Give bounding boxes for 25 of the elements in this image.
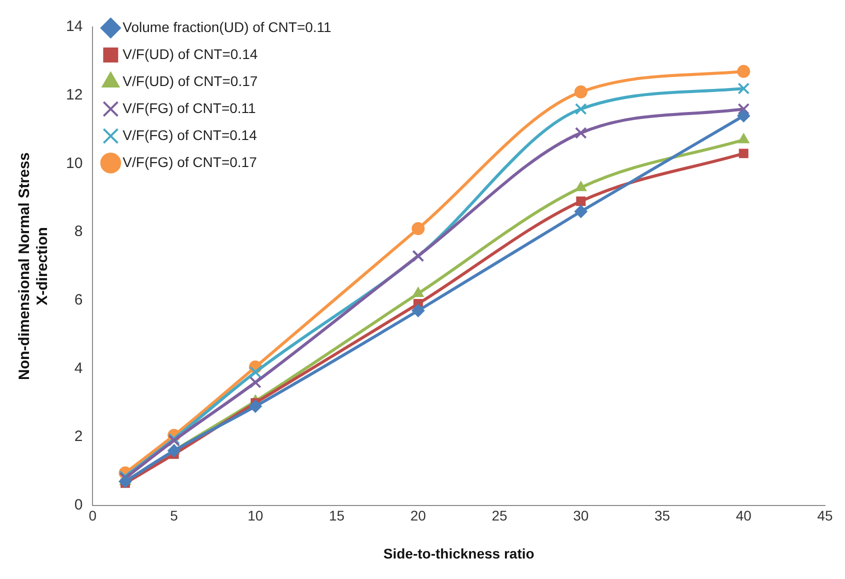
x-tick-label: 45 [817,508,833,524]
x-tick-label: 35 [654,508,670,524]
x-tick-label: 30 [573,508,589,524]
legend-label: V/F(FG) of CNT=0.11 [122,100,256,116]
x-tick-label: 0 [88,508,97,524]
x-tick-label: 5 [170,508,178,524]
y-tick-label: 14 [66,18,83,36]
legend-label: V/F(FG) of CNT=0.17 [122,154,258,170]
x-tick-label: 15 [329,508,345,524]
legend-label: Volume fraction(UD) of CNT=0.11 [122,18,332,35]
x-tick-label: 25 [492,508,508,524]
y-tick-label: 6 [74,292,83,309]
x-tick-label: 10 [248,508,264,524]
legend-label: V/F(UD) of CNT=0.14 [122,46,258,62]
legend-label: V/F(FG) of CNT=0.14 [122,126,258,143]
y-tick-label: 4 [74,360,83,377]
x-axis-title: Side-to-thickness ratio [383,545,534,562]
y-tick-label: 10 [66,154,83,172]
y-tick-label: 8 [74,223,83,240]
x-tick-label: 20 [410,508,426,524]
y-tick-label: 12 [66,86,83,104]
y-axis-title: Non-dimensional Normal Stress X-direction [16,152,52,380]
x-tick-label: 40 [736,508,752,524]
y-tick-label: 2 [74,428,83,446]
legend-label: V/F(UD) of CNT=0.17 [122,72,258,89]
